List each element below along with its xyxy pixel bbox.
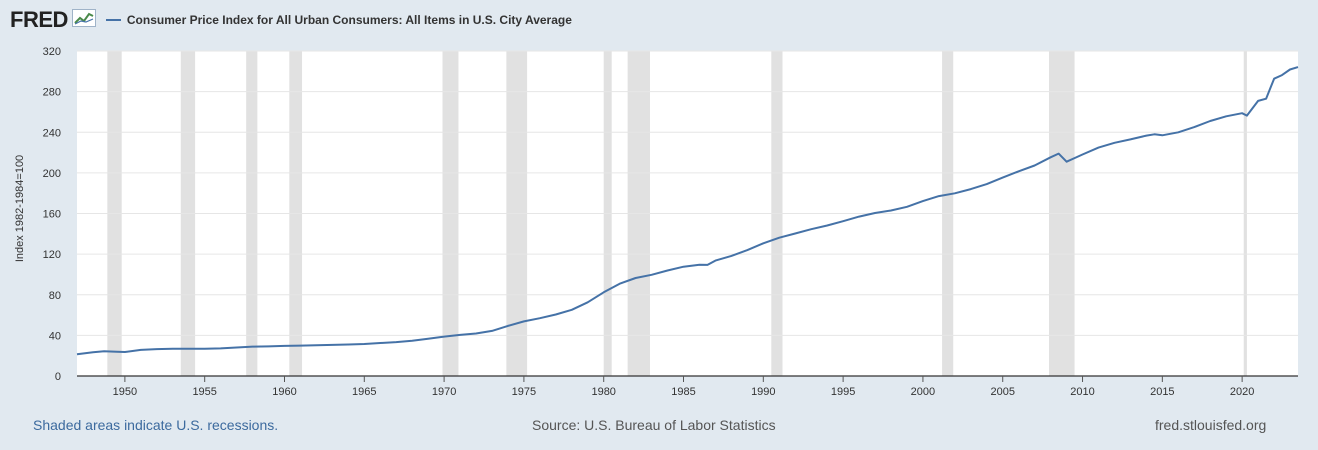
y-tick-label: 40	[49, 330, 61, 342]
fred-graph-icon	[71, 8, 96, 32]
y-tick-label: 320	[43, 46, 61, 58]
legend-line-marker	[105, 19, 121, 21]
x-tick-label: 2010	[1070, 386, 1094, 398]
x-tick-label: 1975	[512, 386, 536, 398]
x-tick-label: 2020	[1230, 386, 1254, 398]
x-tick-label: 2000	[911, 386, 935, 398]
x-tick-label: 1990	[751, 386, 775, 398]
x-tick-label: 1985	[671, 386, 695, 398]
series-layer	[76, 66, 1299, 356]
y-tick-label: 120	[43, 249, 61, 261]
y-axis-label: Index 1982-1984=100	[14, 155, 26, 262]
cpi-line-chart: 0 40 80 120 160 200 240 280 320 1950 1955 1960 1965 1…	[14, 46, 1299, 398]
x-tick-label: 1950	[113, 386, 137, 398]
fred-logo[interactable]: FRED	[10, 7, 68, 32]
y-tick-label: 280	[43, 87, 61, 99]
y-tick-label: 200	[43, 168, 61, 180]
site-link[interactable]: fred.stlouisfed.org	[1155, 417, 1267, 433]
chart-legend: Consumer Price Index for All Urban Consu…	[105, 13, 572, 27]
source-text: Source: U.S. Bureau of Labor Statistics	[532, 417, 776, 433]
x-tick-label: 1980	[591, 386, 615, 398]
legend-series-label: Consumer Price Index for All Urban Consu…	[126, 13, 572, 27]
x-tick-label: 2015	[1150, 386, 1174, 398]
x-tick-label: 1965	[352, 386, 376, 398]
chart-header: FRED Consumer Price Index for All Urban …	[10, 6, 572, 34]
cpi-series-line[interactable]	[76, 66, 1299, 356]
axis-layer: 0 40 80 120 160 200 240 280 320 1950 1955 1960 1965 1…	[14, 46, 1298, 398]
grid-layer	[77, 50, 1298, 336]
x-tick-label: 1955	[192, 386, 216, 398]
recession-note-link[interactable]: Shaded areas indicate U.S. recessions.	[33, 417, 279, 433]
y-tick-label: 240	[43, 127, 61, 139]
y-tick-label: 160	[43, 209, 61, 221]
x-tick-label: 1995	[831, 386, 855, 398]
y-tick-label: 80	[49, 290, 61, 302]
x-tick-label: 1970	[432, 386, 456, 398]
x-tick-label: 2005	[990, 386, 1014, 398]
x-tick-label: 1960	[272, 386, 296, 398]
y-tick-label: 0	[55, 371, 61, 383]
